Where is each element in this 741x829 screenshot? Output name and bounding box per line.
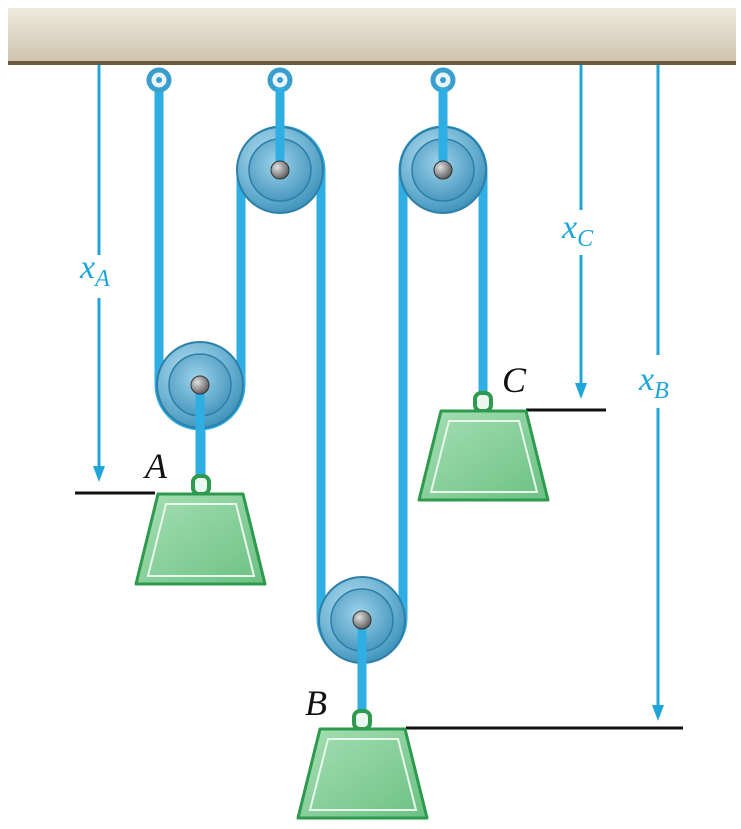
eyelet-icon: [430, 67, 456, 93]
ceiling: [8, 8, 736, 65]
dimension-xA: xA: [79, 65, 110, 482]
arrowhead-xB: [652, 705, 664, 721]
pulley-icon: [236, 88, 324, 214]
weight-icon: [296, 709, 429, 820]
label-mass-C: C: [502, 360, 527, 400]
weight-icon: [417, 391, 550, 502]
label-xA: xA: [79, 249, 110, 292]
pulley-icon: [156, 341, 244, 478]
label-mass-A: A: [143, 446, 168, 486]
eyelet-icon: [267, 67, 293, 93]
label-xB: xB: [638, 361, 669, 404]
pulley-icon: [399, 88, 487, 214]
eyelet-icon: [146, 67, 172, 93]
arrowhead-xC: [575, 383, 587, 399]
dimension-xB: xB: [638, 65, 669, 721]
label-xC: xC: [561, 209, 594, 252]
weight-icon: [134, 474, 267, 586]
arrowhead-xA: [93, 466, 105, 482]
pulley-icon: [318, 576, 406, 712]
dimension-xC: xC: [561, 65, 594, 399]
label-mass-B: B: [305, 683, 327, 723]
